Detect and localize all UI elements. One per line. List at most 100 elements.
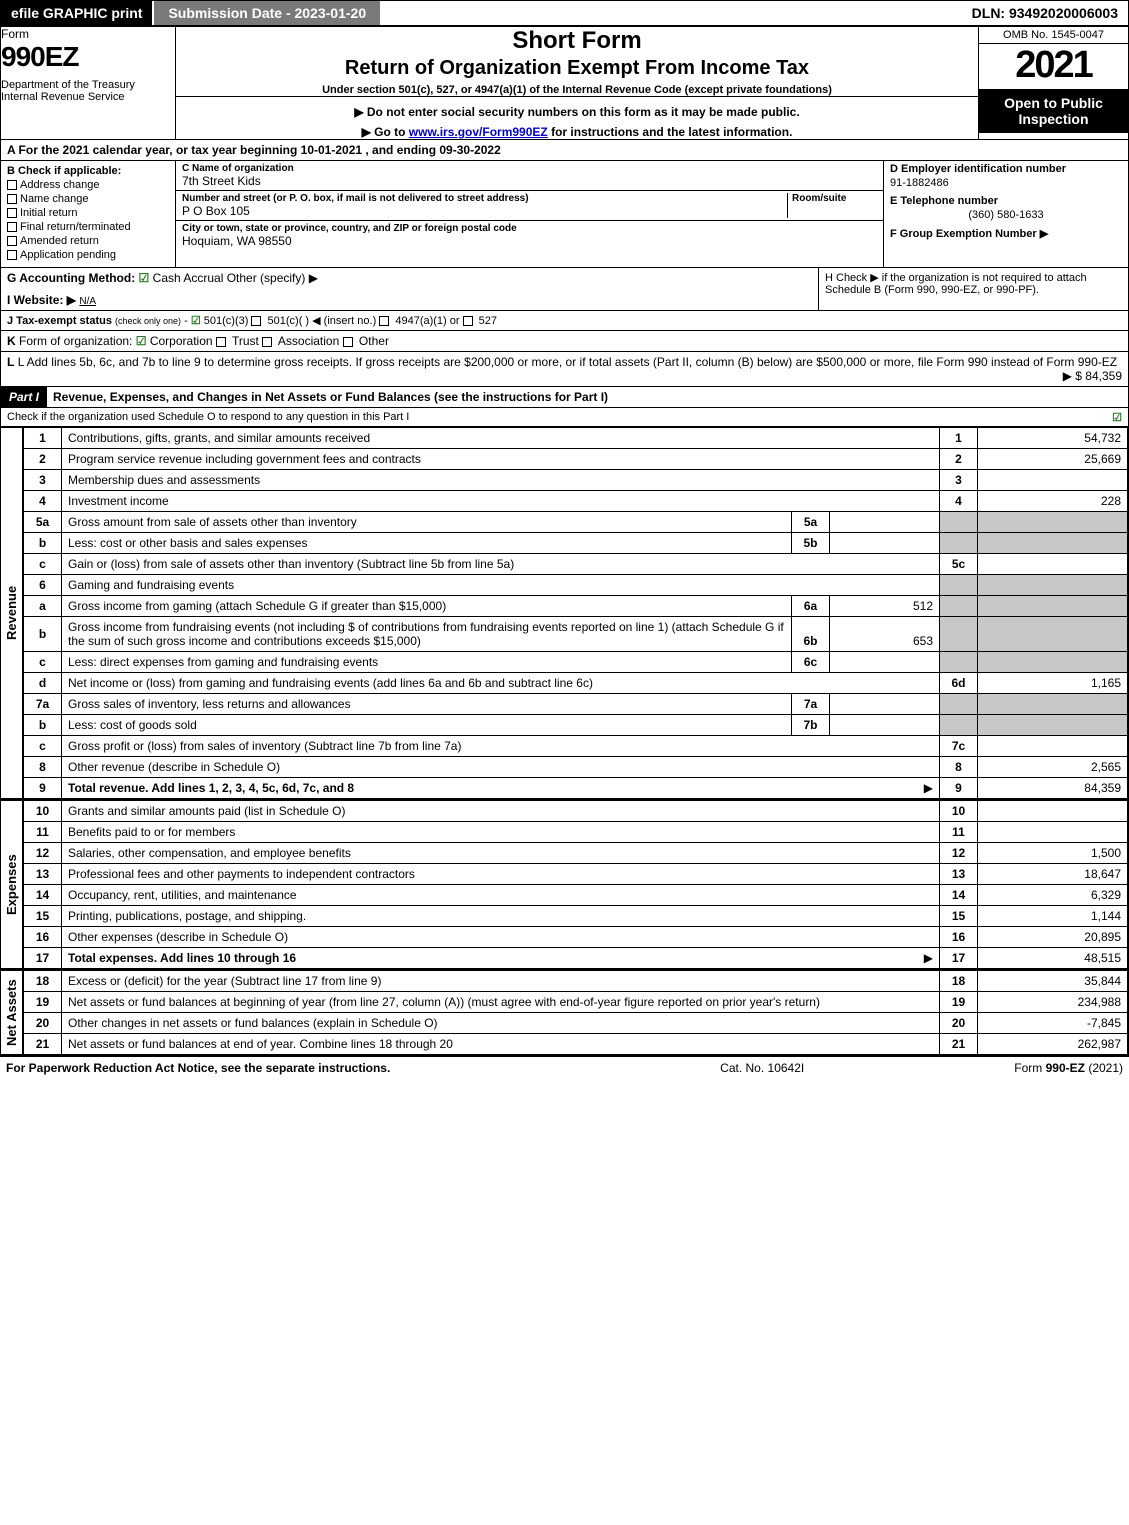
box-b-title: B Check if applicable:	[7, 165, 169, 177]
cb-final-return[interactable]: Final return/terminated	[7, 221, 169, 233]
website-label: I Website: ▶	[7, 293, 76, 307]
line-ref: 10	[940, 801, 978, 822]
line-num: 3	[24, 470, 62, 491]
org-name-label: C Name of organization	[182, 163, 877, 174]
line-num: 5a	[24, 512, 62, 533]
line-amount: 48,515	[978, 948, 1128, 969]
line-num: b	[24, 533, 62, 554]
part1-title: Revenue, Expenses, and Changes in Net As…	[47, 387, 614, 407]
instr2-post: for instructions and the latest informat…	[548, 125, 793, 139]
website-value: N/A	[79, 296, 96, 307]
grey-cell	[978, 715, 1128, 736]
line-text: Investment income	[62, 491, 940, 512]
line-subref: 5b	[791, 533, 829, 553]
row-j: J Tax-exempt status (check only one) - ☑…	[1, 311, 1129, 331]
line-text: Less: direct expenses from gaming and fu…	[62, 652, 791, 672]
street-value: P O Box 105	[182, 204, 787, 218]
cb-address-change[interactable]: Address change	[7, 179, 169, 191]
footer-left: For Paperwork Reduction Act Notice, see …	[6, 1061, 510, 1075]
grey-cell	[978, 512, 1128, 533]
line-amount: 228	[978, 491, 1128, 512]
schedule-o-check-icon: ☑	[1112, 411, 1122, 424]
line-num: 17	[24, 948, 62, 969]
efile-label: efile GRAPHIC print	[1, 1, 152, 25]
row-a: A For the 2021 calendar year, or tax yea…	[1, 140, 1129, 161]
line-amount: -7,845	[978, 1013, 1128, 1034]
submission-date: Submission Date - 2023-01-20	[152, 1, 380, 25]
line-amount: 54,732	[978, 428, 1128, 449]
line-ref: 18	[940, 971, 978, 992]
line-num: c	[24, 652, 62, 673]
line-num: 16	[24, 927, 62, 948]
tel-value: (360) 580-1633	[890, 209, 1122, 221]
line-text: Other changes in net assets or fund bala…	[62, 1013, 940, 1034]
line-subamount: 512	[829, 596, 939, 616]
line-subref: 7a	[791, 694, 829, 714]
g-options: Cash Accrual Other (specify) ▶	[153, 271, 318, 285]
row-l-text: L Add lines 5b, 6c, and 7b to line 9 to …	[18, 355, 1117, 369]
g-label: G Accounting Method:	[7, 271, 135, 285]
line-subref: 5a	[791, 512, 829, 532]
line-text: Total revenue. Add lines 1, 2, 3, 4, 5c,…	[62, 778, 940, 799]
line-subamount	[829, 652, 939, 672]
form-table: Form 990EZ Department of the Treasury In…	[0, 26, 1129, 1056]
line-num: 7a	[24, 694, 62, 715]
tax-year: 2021	[979, 44, 1128, 87]
line-text: Grants and similar amounts paid (list in…	[62, 801, 940, 822]
part1-label: Part I	[1, 387, 47, 407]
header-center: Short Form Return of Organization Exempt…	[176, 27, 979, 97]
line-ref: 15	[940, 906, 978, 927]
revenue-table: 1Contributions, gifts, grants, and simil…	[23, 427, 1128, 799]
ein-value: 91-1882486	[890, 177, 1122, 189]
arrow-icon: ▶	[924, 951, 933, 965]
line-num: b	[24, 715, 62, 736]
check-501c3-icon: ☑	[191, 315, 201, 327]
box-def: D Employer identification number 91-1882…	[883, 161, 1128, 267]
line-ref: 12	[940, 843, 978, 864]
footer-catno: Cat. No. 10642I	[510, 1061, 1014, 1075]
open-to-public: Open to Public Inspection	[979, 89, 1128, 133]
line-num: 14	[24, 885, 62, 906]
grey-cell	[940, 596, 978, 617]
org-name: 7th Street Kids	[182, 174, 877, 188]
city-value: Hoquiam, WA 98550	[182, 234, 877, 248]
instr-line1: ▶ Do not enter social security numbers o…	[176, 105, 978, 119]
instr-line2: ▶ Go to www.irs.gov/Form990EZ for instru…	[176, 125, 978, 139]
line-num: 9	[24, 778, 62, 799]
line-subamount	[829, 694, 939, 714]
line-text: Other expenses (describe in Schedule O)	[62, 927, 940, 948]
irs-link[interactable]: www.irs.gov/Form990EZ	[409, 125, 548, 139]
line-num: 4	[24, 491, 62, 512]
cash-check-icon: ☑	[139, 271, 150, 285]
line-text: Gain or (loss) from sale of assets other…	[62, 554, 940, 575]
line-text: Membership dues and assessments	[62, 470, 940, 491]
cb-name-change[interactable]: Name change	[7, 193, 169, 205]
line-text: Gross profit or (loss) from sales of inv…	[62, 736, 940, 757]
cb-initial-return[interactable]: Initial return	[7, 207, 169, 219]
line-text: Printing, publications, postage, and shi…	[62, 906, 940, 927]
arrow-icon: ▶	[924, 781, 933, 795]
box-c: C Name of organization 7th Street Kids N…	[176, 161, 883, 267]
grey-cell	[978, 694, 1128, 715]
title-return: Return of Organization Exempt From Incom…	[176, 57, 978, 80]
grey-cell	[978, 575, 1128, 596]
expenses-section-label: Expenses	[1, 800, 23, 969]
line-text: Salaries, other compensation, and employ…	[62, 843, 940, 864]
line-ref: 6d	[940, 673, 978, 694]
cb-application-pending[interactable]: Application pending	[7, 249, 169, 261]
expenses-table: 10Grants and similar amounts paid (list …	[23, 800, 1128, 969]
line-num: 20	[24, 1013, 62, 1034]
room-label: Room/suite	[792, 193, 877, 204]
cb-amended-return[interactable]: Amended return	[7, 235, 169, 247]
header-instructions: ▶ Do not enter social security numbers o…	[176, 97, 979, 140]
title-short: Short Form	[176, 27, 978, 55]
instr2-pre: ▶ Go to	[362, 125, 409, 139]
line-amount: 262,987	[978, 1034, 1128, 1055]
line-amount: 2,565	[978, 757, 1128, 778]
line-amount	[978, 822, 1128, 843]
row-h: H Check ▶ if the organization is not req…	[818, 268, 1128, 310]
grey-cell	[940, 694, 978, 715]
line-num: 12	[24, 843, 62, 864]
line-num: 10	[24, 801, 62, 822]
line-amount: 20,895	[978, 927, 1128, 948]
